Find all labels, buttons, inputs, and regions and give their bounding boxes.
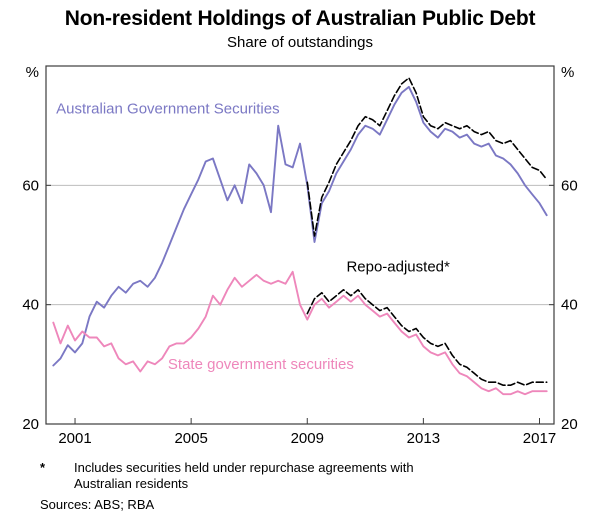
sources-text: Sources: ABS; RBA — [40, 497, 155, 512]
ytick-label-right: 40 — [561, 297, 578, 314]
series-line-ags-repo — [306, 77, 548, 237]
ytick-label-left: 20 — [22, 416, 39, 433]
ytick-label-left: 40 — [22, 297, 39, 314]
series-line-ags — [52, 85, 548, 367]
label-ags: Australian Government Securities — [56, 101, 279, 118]
xtick-label: 2017 — [523, 430, 556, 447]
footnote-text: Includes securities held under repurchas… — [74, 460, 414, 491]
series-line-sgs-repo — [306, 289, 548, 387]
label-repo-adjusted: Repo-adjusted* — [346, 258, 450, 275]
footnote-marker: * — [40, 460, 46, 475]
footnote: * Includes securities held under repurch… — [40, 460, 600, 492]
xtick-label: 2001 — [58, 430, 91, 447]
series-line-sgs — [52, 270, 548, 396]
chart-subtitle: Share of outstandings — [227, 34, 373, 51]
y-unit-left: % — [26, 64, 39, 81]
plot-frame — [45, 65, 555, 425]
xtick-label: 2005 — [174, 430, 207, 447]
xtick-label: 2013 — [407, 430, 440, 447]
ytick-label-right: 60 — [561, 177, 578, 194]
y-unit-right: % — [561, 64, 574, 81]
ytick-label-right: 20 — [561, 416, 578, 433]
label-sgs: State government securities — [168, 356, 354, 373]
chart-canvas: 20 20 40 40 60 60% % 2001 2005 2009 2013 2017 Austra… — [22, 64, 578, 447]
page-title: Non-resident Holdings of Australian Publ… — [64, 7, 536, 30]
ytick-label-left: 60 — [22, 177, 39, 194]
xtick-label: 2009 — [291, 430, 324, 447]
